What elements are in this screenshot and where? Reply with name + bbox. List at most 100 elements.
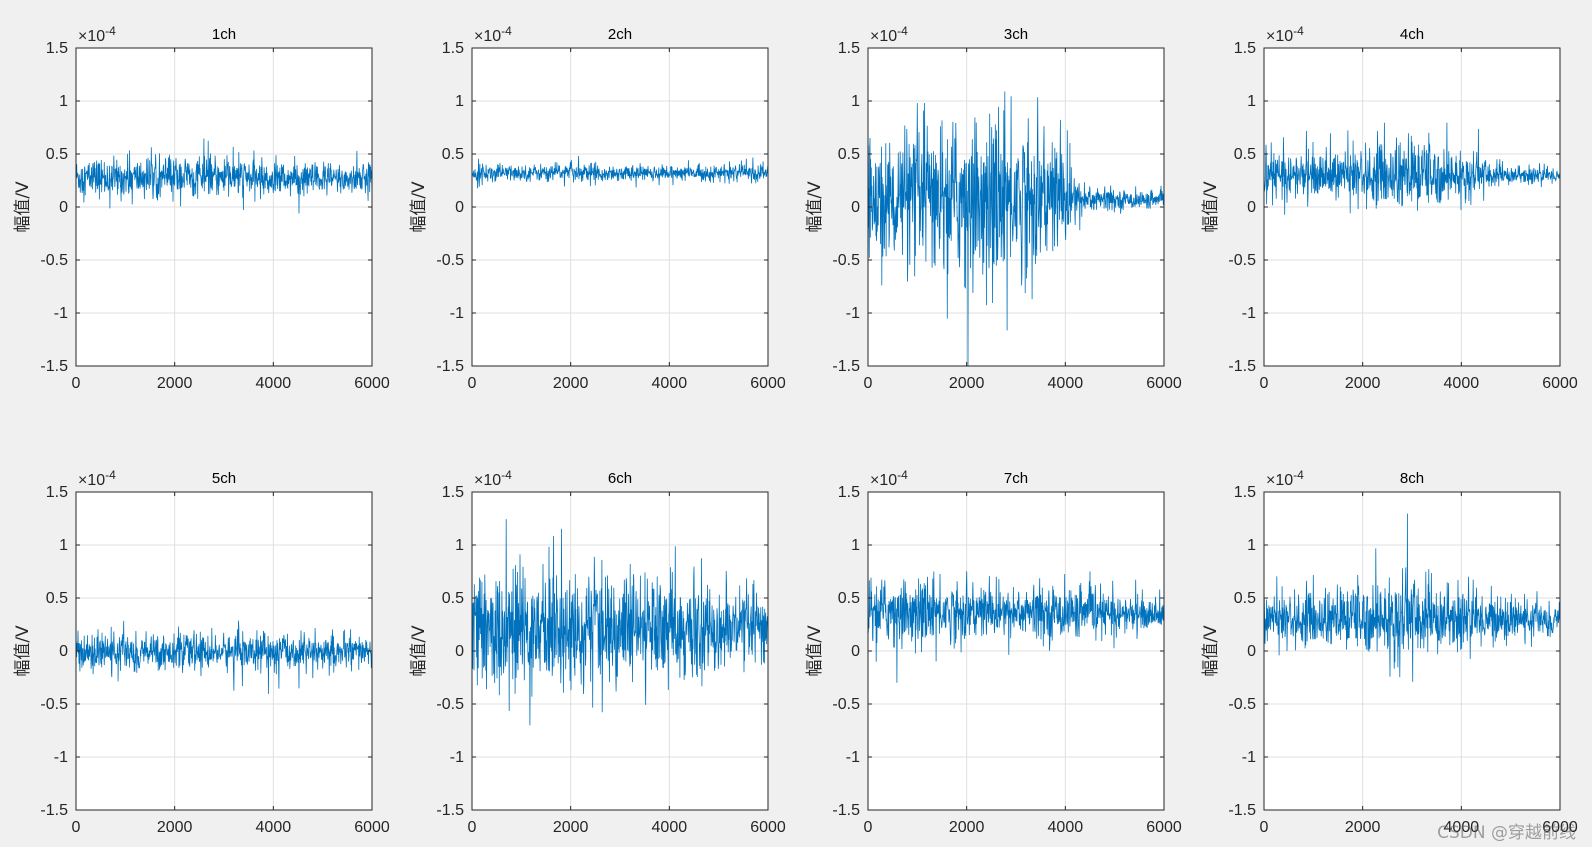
x-tick-label: 2000 [553,819,589,836]
y-tick-label: -1.5 [832,802,860,819]
y-exponent-label: ×10-4 [1266,468,1304,489]
y-tick-label: -0.5 [832,696,860,713]
y-tick-label: 0 [455,199,464,216]
series-line [867,91,1165,367]
x-tick-label: 6000 [1542,819,1578,836]
y-tick-label: 0.5 [442,146,464,163]
subplot-title: 7ch [1004,470,1028,487]
y-exponent-label: ×10-4 [474,468,512,489]
series-line [1263,513,1561,682]
y-tick-label: 1 [59,537,68,554]
series-line [867,571,1165,683]
y-tick-label: 1 [1247,537,1256,554]
x-tick-label: 0 [864,375,873,392]
subplot-7ch: 0 2000 4000 6000 -1.5 -1 -0.5 0 0.5 1 1.5 ×10-4 7ch 幅… [805,468,1182,836]
y-tick-label: -0.5 [40,252,68,269]
x-tick-label: 6000 [750,375,786,392]
x-tick-label: 0 [72,819,81,836]
y-tick-label: -1 [846,305,860,322]
x-tick-label: 0 [1260,819,1269,836]
series-line [471,519,769,726]
y-tick-label: 0.5 [1234,590,1256,607]
subplot-1ch: 0 2000 4000 6000 -1.5 -1 -0.5 0 0.5 1 1.5 ×10-4 1ch 幅… [13,24,390,392]
x-tick-label: 2000 [553,375,589,392]
watermark: CSDN @穿越前线 [1437,823,1576,843]
y-exponent-label: ×10-4 [78,468,116,489]
x-tick-label: 6000 [1542,375,1578,392]
y-tick-label: 0 [59,643,68,660]
subplot-title: 8ch [1400,470,1424,487]
y-tick-label: 1 [455,93,464,110]
subplot-title: 3ch [1004,26,1028,43]
y-exponent-label: ×10-4 [1266,24,1304,45]
series-line [75,620,373,694]
x-tick-label: 2000 [157,819,193,836]
y-axis-label: 幅值/V [13,181,33,233]
x-tick-label: 0 [1260,375,1269,392]
y-tick-label: 1.5 [1234,484,1256,501]
x-tick-label: 0 [468,819,477,836]
subplot-3ch: 0 2000 4000 6000 -1.5 -1 -0.5 0 0.5 1 1.5 ×10-4 3ch 幅… [805,24,1182,392]
y-tick-label: 1.5 [838,40,860,57]
y-axis-label: 幅值/V [1201,625,1221,677]
x-tick-label: 0 [72,375,81,392]
y-tick-label: 0.5 [838,590,860,607]
y-tick-label: -1 [450,749,464,766]
x-tick-label: 6000 [354,819,390,836]
y-exponent-label: ×10-4 [870,468,908,489]
subplot-4ch: 0 2000 4000 6000 -1.5 -1 -0.5 0 0.5 1 1.5 ×10-4 4ch 幅… [1201,24,1578,392]
subplot-title: 6ch [608,470,632,487]
y-tick-label: 1 [455,537,464,554]
x-tick-label: 4000 [256,819,292,836]
y-tick-label: 0 [1247,643,1256,660]
y-tick-label: -0.5 [832,252,860,269]
x-tick-label: 6000 [1146,375,1182,392]
x-tick-label: 4000 [652,375,688,392]
y-axis-label: 幅值/V [1201,181,1221,233]
y-tick-label: 1.5 [46,40,68,57]
y-tick-label: 1 [59,93,68,110]
y-tick-label: 1 [851,93,860,110]
y-axis-label: 幅值/V [409,181,429,233]
y-tick-label: 1 [851,537,860,554]
x-tick-label: 4000 [652,819,688,836]
x-tick-label: 4000 [1048,375,1084,392]
y-tick-label: 0 [851,199,860,216]
y-tick-label: -1.5 [1228,802,1256,819]
y-tick-label: -1 [1242,749,1256,766]
x-tick-label: 2000 [1345,819,1381,836]
y-axis-label: 幅值/V [13,625,33,677]
subplot-title: 4ch [1400,26,1424,43]
x-tick-label: 6000 [750,819,786,836]
subplot-title: 5ch [212,470,236,487]
y-tick-label: -1.5 [40,358,68,375]
y-tick-label: 0.5 [46,590,68,607]
y-tick-label: -0.5 [1228,252,1256,269]
y-tick-label: 1.5 [1234,40,1256,57]
series-line [75,138,373,214]
y-tick-label: -1.5 [436,802,464,819]
x-tick-label: 2000 [949,375,985,392]
y-tick-label: -1.5 [832,358,860,375]
subplot-6ch: 0 2000 4000 6000 -1.5 -1 -0.5 0 0.5 1 1.5 ×10-4 6ch 幅… [409,468,786,836]
y-exponent-label: ×10-4 [474,24,512,45]
y-tick-label: -0.5 [436,252,464,269]
y-tick-label: -0.5 [1228,696,1256,713]
y-axis-label: 幅值/V [409,625,429,677]
y-tick-label: -1 [846,749,860,766]
y-axis-label: 幅值/V [805,181,825,233]
x-tick-label: 0 [864,819,873,836]
x-tick-label: 2000 [157,375,193,392]
series-line [1263,122,1561,215]
y-tick-label: 0 [59,199,68,216]
y-tick-label: -1 [1242,305,1256,322]
x-tick-label: 4000 [1444,375,1480,392]
y-tick-label: -1 [54,749,68,766]
y-tick-label: 0 [851,643,860,660]
y-tick-label: -1 [54,305,68,322]
x-tick-label: 6000 [1146,819,1182,836]
y-exponent-label: ×10-4 [870,24,908,45]
y-tick-label: 1.5 [442,484,464,501]
y-tick-label: 0.5 [838,146,860,163]
